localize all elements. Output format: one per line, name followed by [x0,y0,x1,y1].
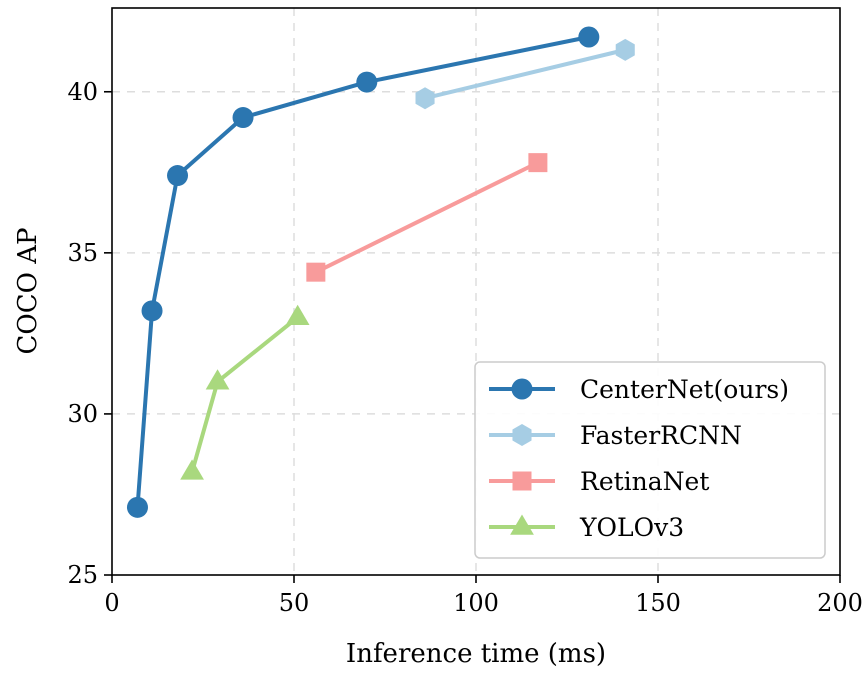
data-point [126,496,148,518]
series-line [423,47,628,101]
x-tick-label: 50 [279,589,310,617]
x-tick-label: 0 [104,589,119,617]
x-tick-label: 100 [453,589,499,617]
data-point [306,262,326,282]
data-point [356,71,378,93]
series-line [190,315,300,474]
data-point [167,165,189,187]
data-point [180,459,204,480]
y-tick-label: 35 [67,239,98,267]
series-centernet-ours [126,26,600,518]
legend-item-fasterrcnn: FasterRCNN [489,421,742,450]
y-axis-label: COCO AP [13,228,43,355]
y-tick-label: 25 [67,561,98,589]
legend-label: RetinaNet [580,467,709,496]
series-fasterrcnn [415,38,635,110]
y-tick-label: 30 [67,400,98,428]
legend-label: YOLOv3 [579,513,684,542]
series-line [135,34,591,510]
legend-box [474,361,826,559]
legend-marker [510,514,534,535]
x-tick-label: 150 [635,589,681,617]
legend: CenterNet(ours) FasterRCNN RetinaNet YOLOv3 [474,361,826,559]
data-point [578,26,600,48]
legend-marker [511,378,533,400]
legend-item-retinanet: RetinaNet [489,467,709,496]
series-line [313,160,540,275]
ticks: 0 50 100 150 200 25 30 35 40 [67,78,862,617]
data-point [205,369,230,390]
legend-marker [512,471,532,491]
legend-marker [512,424,532,446]
legend-item-centernet-ours: CenterNet(ours) [489,375,789,404]
data-point [415,87,435,110]
legend-label: CenterNet(ours) [580,375,789,404]
x-axis-label: Inference time (ms) [346,639,606,669]
data-point [232,107,254,129]
data-point [141,300,163,322]
series-yolov3 [180,304,310,480]
series-retinanet [306,153,548,282]
legend-item-yolov3: YOLOv3 [489,513,684,542]
x-tick-label: 200 [817,589,863,617]
series-layer [126,26,635,518]
y-tick-label: 40 [67,78,98,106]
data-point [285,304,310,326]
data-point [528,153,548,173]
legend-label: FasterRCNN [580,421,742,450]
data-point [615,38,635,61]
